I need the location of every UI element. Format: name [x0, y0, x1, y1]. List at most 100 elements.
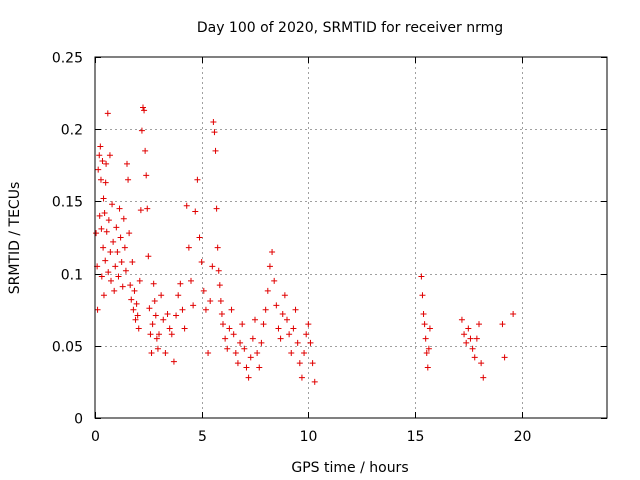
data-point-0-118: [249, 335, 256, 342]
data-point-0-41: [126, 230, 133, 237]
data-point-0-66: [152, 312, 159, 319]
data-point-0-168: [499, 321, 506, 328]
data-point-0-95: [210, 118, 217, 125]
data-point-0-40: [125, 176, 132, 183]
data-point-0-154: [424, 364, 431, 371]
data-point-0-170: [510, 311, 517, 318]
data-point-0-29: [113, 224, 120, 231]
data-point-0-115: [243, 364, 250, 371]
data-point-0-167: [480, 374, 487, 381]
data-point-0-83: [185, 244, 192, 251]
data-point-0-112: [237, 339, 244, 346]
data-point-0-114: [241, 345, 248, 352]
data-point-0-137: [290, 325, 297, 332]
y-tick-label-5: 0.25: [52, 51, 83, 67]
data-point-0-22: [106, 152, 113, 159]
data-point-0-3: [95, 166, 102, 173]
data-point-0-141: [298, 374, 305, 381]
data-point-0-79: [177, 280, 184, 287]
x-tick-label-0: 0: [91, 429, 100, 445]
data-point-0-140: [296, 360, 303, 367]
data-point-0-96: [211, 129, 218, 136]
data-point-0-116: [245, 374, 252, 381]
data-point-0-86: [192, 208, 199, 215]
data-point-0-37: [121, 244, 128, 251]
data-point-0-142: [301, 350, 308, 357]
data-point-0-35: [119, 283, 126, 290]
data-point-0-125: [264, 287, 271, 294]
data-point-0-51: [136, 277, 143, 284]
data-point-0-99: [214, 244, 221, 251]
plot-frame: [94, 56, 608, 419]
data-point-0-56: [142, 147, 149, 154]
data-point-0-64: [150, 280, 157, 287]
data-point-0-43: [128, 296, 135, 303]
data-point-0-72: [162, 350, 169, 357]
grid-lines: [95, 57, 607, 418]
data-point-0-61: [147, 331, 154, 338]
data-point-0-160: [465, 325, 472, 332]
data-point-0-145: [307, 339, 314, 346]
data-point-0-24: [108, 277, 114, 284]
data-point-0-81: [181, 325, 188, 332]
data-point-0-63: [149, 321, 156, 328]
data-point-0-75: [168, 331, 175, 338]
x-tick-label-2: 10: [300, 429, 318, 445]
data-point-0-33: [117, 234, 124, 241]
tick-marks: [95, 57, 607, 419]
data-point-0-148: [418, 273, 425, 280]
data-point-0-139: [294, 339, 301, 346]
data-point-0-126: [266, 263, 273, 270]
x-tick-label-3: 15: [407, 429, 425, 445]
data-point-0-47: [132, 316, 139, 323]
data-point-0-18: [103, 228, 110, 235]
data-point-0-54: [140, 104, 146, 111]
data-point-0-23: [107, 248, 114, 255]
data-point-0-103: [218, 311, 225, 318]
data-point-0-34: [118, 259, 125, 266]
y-tick-label-2: 0.1: [61, 268, 83, 284]
data-point-0-93: [207, 298, 214, 305]
data-point-0-26: [110, 238, 117, 245]
y-tick-label-0: 0: [74, 412, 83, 428]
data-point-0-38: [122, 267, 129, 274]
data-point-0-0: [93, 230, 100, 237]
data-point-0-131: [277, 335, 284, 342]
data-point-0-149: [419, 292, 426, 299]
data-point-0-127: [269, 248, 276, 255]
data-point-0-88: [196, 234, 203, 241]
data-point-0-110: [232, 350, 239, 357]
data-point-0-5: [96, 212, 103, 219]
data-point-0-157: [458, 316, 465, 323]
data-point-0-30: [114, 248, 121, 255]
data-point-0-65: [151, 298, 158, 305]
data-point-0-143: [303, 331, 310, 338]
data-point-0-151: [421, 321, 428, 328]
data-point-0-52: [137, 207, 144, 214]
x-tick-labels: 0 5 10 15 20: [91, 429, 531, 445]
data-point-0-73: [164, 311, 171, 318]
data-point-0-10: [99, 157, 106, 164]
data-point-0-4: [96, 152, 103, 159]
data-point-0-67: [153, 335, 160, 342]
data-point-0-130: [275, 325, 282, 332]
data-point-0-27: [111, 287, 118, 294]
data-point-0-166: [478, 360, 485, 367]
data-point-0-146: [309, 360, 316, 367]
data-point-0-101: [216, 282, 223, 289]
data-point-0-60: [146, 305, 153, 312]
data-point-0-119: [252, 316, 258, 323]
data-point-0-109: [230, 331, 237, 338]
data-point-0-111: [234, 360, 241, 367]
data-point-0-55: [141, 107, 148, 114]
data-point-0-105: [222, 335, 229, 342]
data-point-0-17: [103, 160, 110, 167]
data-point-0-6: [97, 143, 104, 150]
data-point-0-132: [279, 311, 286, 318]
data-point-0-107: [226, 325, 233, 332]
data-point-0-136: [288, 350, 295, 357]
data-point-0-32: [116, 205, 123, 212]
data-point-0-68: [154, 345, 161, 352]
data-point-0-152: [422, 335, 429, 342]
